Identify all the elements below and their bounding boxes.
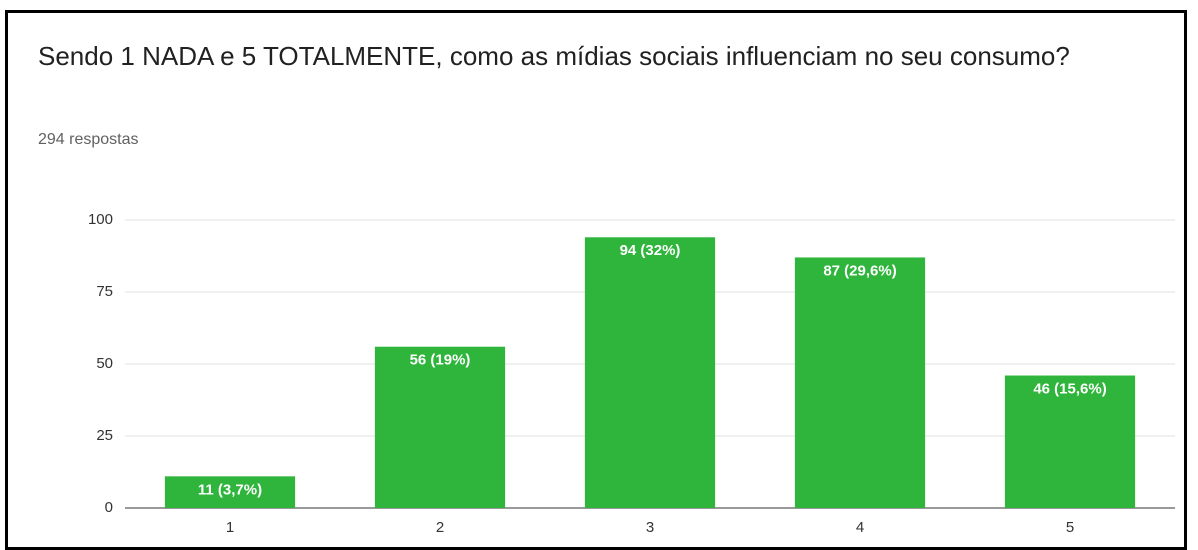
- data-label: 87 (29,6%): [823, 262, 896, 279]
- data-label: 11 (3,7%): [198, 481, 262, 498]
- x-tick-label: 1: [226, 519, 234, 536]
- bar: [584, 237, 716, 508]
- bar: [374, 346, 506, 508]
- x-tick-label: 2: [436, 519, 444, 536]
- x-tick-label: 4: [856, 519, 864, 536]
- x-tick-label: 3: [646, 519, 654, 536]
- bar: [164, 476, 296, 508]
- y-tick-label: 25: [96, 427, 113, 444]
- data-label: 94 (32%): [620, 242, 681, 259]
- y-tick-label: 75: [96, 283, 113, 300]
- x-tick-label: 5: [1066, 519, 1074, 536]
- bar: [1004, 375, 1136, 508]
- data-label: 56 (19%): [410, 352, 471, 369]
- bar: [794, 257, 926, 508]
- chart-subtitle: 294 respostas: [38, 131, 139, 148]
- y-tick-label: 50: [96, 355, 113, 372]
- y-tick-label: 0: [105, 499, 113, 516]
- chart-title: Sendo 1 NADA e 5 TOTALMENTE, como as míd…: [38, 41, 1070, 71]
- y-tick-label: 100: [88, 211, 113, 228]
- data-label: 46 (15,6%): [1033, 380, 1106, 397]
